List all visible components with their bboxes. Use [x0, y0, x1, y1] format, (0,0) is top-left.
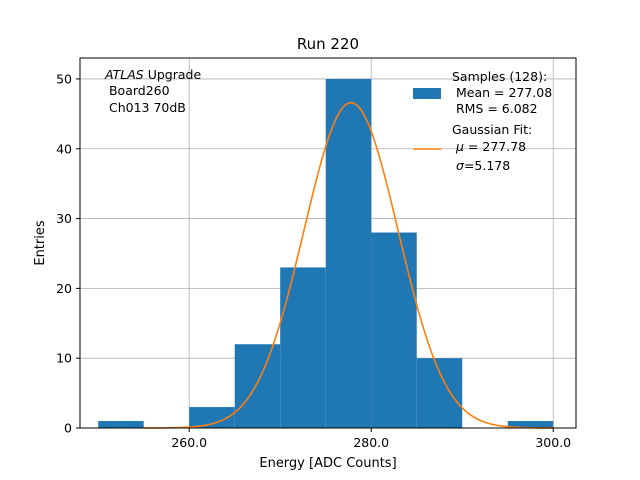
y-axis-label: Entries	[33, 220, 48, 266]
histogram-bar-9	[507, 421, 554, 428]
annotation-atlas: ATLAS	[104, 67, 144, 82]
histogram-bar-3	[234, 344, 281, 428]
y-tick-label-2: 20	[56, 281, 72, 296]
legend-samples-title: Samples (128):	[452, 69, 547, 84]
histogram-bars	[98, 78, 554, 429]
y-tick-label-0: 0	[64, 421, 72, 436]
histogram-bar-5	[325, 78, 372, 429]
y-tick-label-4: 40	[56, 141, 72, 156]
axes-frame	[79, 57, 577, 429]
legend-fit-sigma: σ=5.178	[456, 158, 510, 173]
legend: Samples (128): Mean = 277.08 RMS = 6.082…	[413, 69, 552, 173]
annotation-line-1: ATLAS Upgrade	[104, 67, 201, 82]
chart-title: Run 220	[297, 35, 359, 53]
annotation-line-2: Board260	[105, 83, 170, 98]
legend-samples-rms: RMS = 6.082	[452, 101, 538, 116]
x-tick-label-1: 280.0	[353, 435, 389, 450]
y-axis-ticks: 0 10 20 30 40 50	[56, 71, 80, 436]
histogram-bar-0	[98, 421, 144, 428]
x-tick-label-0: 260.0	[171, 435, 207, 450]
legend-mu-value: = 277.78	[464, 139, 526, 154]
legend-samples-swatch	[413, 88, 441, 99]
legend-mu-symbol: μ	[455, 139, 464, 154]
legend-samples-mean: Mean = 277.08	[452, 85, 552, 100]
legend-fit-title: Gaussian Fit:	[452, 122, 532, 137]
histogram-bar-6	[371, 232, 417, 428]
legend-sigma-symbol: σ	[456, 158, 465, 173]
histogram-bar-2	[189, 407, 235, 428]
annotation-line-3: Ch013 70dB	[105, 100, 186, 115]
y-tick-label-3: 30	[56, 211, 72, 226]
x-axis-ticks: 260.0 280.0 300.0	[171, 428, 571, 450]
legend-sigma-value: =5.178	[464, 158, 510, 173]
atlas-annotation: ATLAS Upgrade Board260 Ch013 70dB	[104, 67, 201, 115]
annotation-upgrade: Upgrade	[144, 67, 202, 82]
x-axis-label: Energy [ADC Counts]	[259, 456, 396, 471]
legend-fit-mu: μ = 277.78	[455, 139, 526, 154]
y-tick-label-5: 50	[56, 71, 72, 86]
gaussian-fit-curve	[143, 101, 554, 429]
x-tick-label-2: 300.0	[535, 435, 571, 450]
y-tick-label-1: 10	[56, 351, 72, 366]
histogram-bar-4	[280, 267, 326, 428]
histogram-bar-7	[416, 358, 463, 428]
